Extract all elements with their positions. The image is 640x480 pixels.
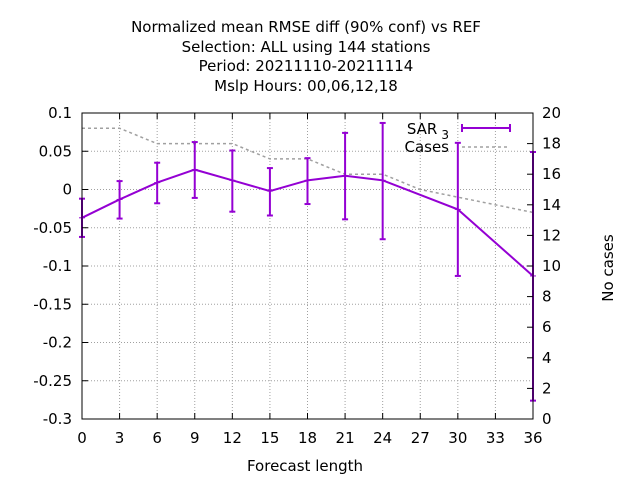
y-tick-label: 0.05 (39, 142, 72, 160)
legend-sample-sar (461, 124, 511, 132)
x-tick-label: 15 (260, 429, 279, 447)
y2-tick-label: 16 (542, 165, 561, 183)
y2-tick-label: 18 (542, 135, 561, 153)
y2-axis-ticks: 0 2 4 6 8 10 12 14 16 18 20 (527, 104, 561, 428)
legend-label-sar: SAR 3 (407, 120, 449, 142)
y2-tick-label: 12 (542, 226, 561, 244)
y-tick-label: 0.1 (48, 104, 72, 122)
x-tick-label: 18 (298, 429, 317, 447)
y2-tick-label: 0 (542, 410, 552, 428)
title-line-3: Period: 20211110-20211114 (199, 57, 414, 75)
y-tick-label: -0.15 (33, 295, 72, 313)
x-tick-label: 24 (373, 429, 392, 447)
x-tick-label: 30 (448, 429, 467, 447)
y-axis-ticks: 0.1 0.05 0 -0.05 -0.1 -0.15 -0.2 -0.25 -0.3 (33, 104, 88, 428)
y2-tick-label: 8 (542, 288, 552, 306)
y-tick-label: -0.1 (43, 257, 72, 275)
x-axis-label: Forecast length (247, 457, 363, 475)
title-line-4: Mslp Hours: 00,06,12,18 (214, 77, 398, 95)
legend-label-cases: Cases (404, 138, 449, 156)
title-line-2: Selection: ALL using 144 stations (182, 38, 431, 56)
x-tick-label: 33 (486, 429, 505, 447)
y2-tick-label: 14 (542, 196, 561, 214)
cases-series (82, 127, 534, 214)
y2-tick-label: 6 (542, 318, 552, 336)
sar-series (79, 121, 536, 402)
y-tick-label: -0.2 (43, 334, 72, 352)
legend: SAR 3 Cases (404, 120, 511, 156)
legend-sar-subscript: 3 (441, 128, 449, 142)
x-tick-label: 3 (115, 429, 125, 447)
y2-axis-label: No cases (599, 234, 617, 302)
y-tick-label: -0.3 (43, 410, 72, 428)
cases-line (82, 127, 534, 214)
y-tick-label: 0 (62, 181, 72, 199)
x-tick-label: 21 (336, 429, 355, 447)
x-tick-label: 12 (223, 429, 242, 447)
y2-tick-label: 4 (542, 349, 552, 367)
title-line-1: Normalized mean RMSE diff (90% conf) vs … (131, 18, 481, 36)
y2-tick-label: 10 (542, 257, 561, 275)
x-tick-label: 6 (152, 429, 162, 447)
y-tick-label: -0.25 (33, 372, 72, 390)
x-tick-label: 9 (190, 429, 200, 447)
x-tick-label: 27 (411, 429, 430, 447)
x-tick-label: 36 (523, 429, 542, 447)
x-tick-label: 0 (77, 429, 87, 447)
y2-tick-label: 20 (542, 104, 561, 122)
y2-tick-label: 2 (542, 379, 552, 397)
y-tick-label: -0.05 (33, 219, 72, 237)
chart-title: Normalized mean RMSE diff (90% conf) vs … (131, 18, 481, 95)
x-axis-ticks: 0 3 6 9 12 15 18 21 24 27 30 33 36 (77, 113, 543, 447)
